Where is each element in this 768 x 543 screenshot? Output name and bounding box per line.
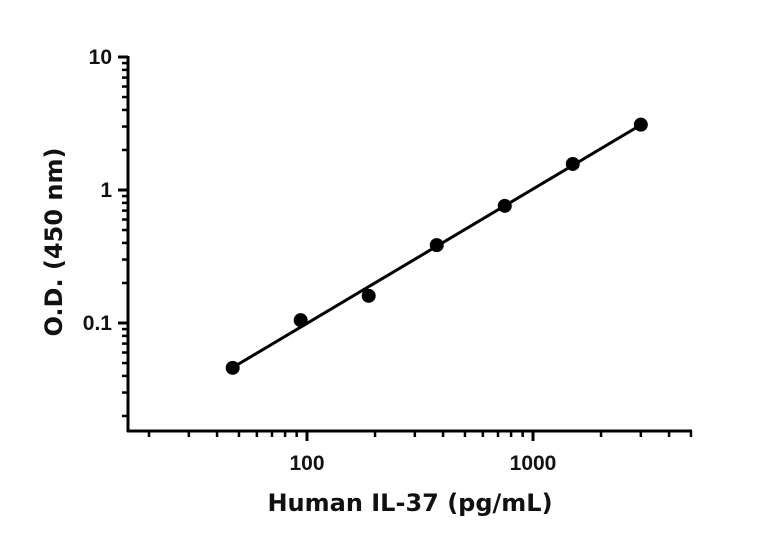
x-axis-major-ticks: 100 1000	[289, 431, 556, 475]
y-axis-title: O.D. (450 nm)	[40, 148, 68, 337]
data-point	[225, 360, 240, 375]
data-point	[429, 238, 444, 253]
x-axis-title: Human IL-37 (pg/mL)	[267, 489, 552, 517]
y-axis-major-ticks: 0.1 1 10	[83, 46, 128, 335]
data-point	[497, 198, 512, 213]
data-point	[361, 288, 376, 303]
data-point	[565, 156, 580, 171]
y-tick-label: 1	[100, 179, 112, 202]
y-tick-label: 10	[89, 46, 112, 69]
data-points	[225, 117, 648, 375]
data-point	[633, 117, 648, 132]
y-tick-label: 0.1	[83, 312, 113, 335]
data-point	[293, 313, 308, 328]
x-tick-label: 1000	[510, 452, 557, 475]
x-tick-label: 100	[289, 452, 324, 475]
